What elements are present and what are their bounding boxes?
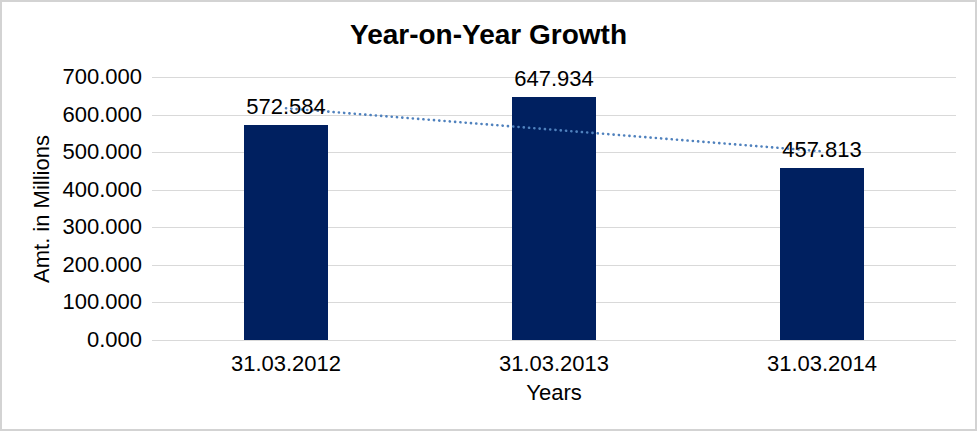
chart-title: Year-on-Year Growth	[2, 18, 975, 52]
y-tick-label: 300.000	[2, 215, 142, 239]
y-tick-label: 100.000	[2, 290, 142, 314]
data-label: 457.813	[742, 137, 902, 163]
y-tick-label: 600.000	[2, 103, 142, 127]
x-axis-title: Years	[152, 380, 956, 406]
data-label: 572.584	[206, 94, 366, 120]
bar-chart: Year-on-Year Growth Amt. in Millions 0.0…	[0, 0, 977, 431]
y-tick-label: 0.000	[2, 328, 142, 352]
y-tick-label: 400.000	[2, 178, 142, 202]
y-tick-label: 500.000	[2, 140, 142, 164]
y-axis-title: Amt. in Millions	[29, 109, 55, 309]
x-tick-label: 31.03.2012	[196, 352, 376, 376]
y-tick-label: 700.000	[2, 65, 142, 89]
gridline	[152, 340, 956, 341]
y-tick-label: 200.000	[2, 253, 142, 277]
data-label: 647.934	[474, 66, 634, 92]
x-tick-label: 31.03.2013	[464, 352, 644, 376]
x-tick-label: 31.03.2014	[732, 352, 912, 376]
